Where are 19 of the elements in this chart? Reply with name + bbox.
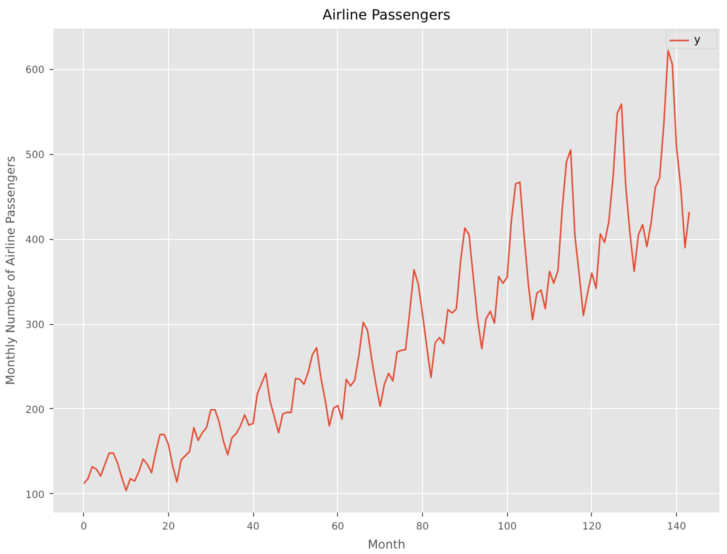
x-tick-label: 40 bbox=[246, 522, 260, 532]
x-axis-title: Month bbox=[368, 538, 406, 552]
y-axis-title: Monthly Number of Airline Passengers bbox=[3, 156, 18, 385]
x-tick-label: 20 bbox=[162, 522, 175, 532]
y-tick-label: 600 bbox=[25, 65, 45, 76]
y-tick-label: 500 bbox=[25, 150, 45, 162]
x-tick-label: 120 bbox=[582, 522, 602, 532]
y-tick-label: 100 bbox=[25, 490, 45, 501]
x-tick-label: 80 bbox=[416, 522, 429, 532]
legend-label: y bbox=[694, 33, 702, 46]
x-tick-label: 60 bbox=[331, 522, 344, 532]
y-tick-label: 300 bbox=[25, 320, 45, 332]
x-tick-label: 140 bbox=[666, 522, 686, 532]
line-series bbox=[83, 50, 690, 492]
chart-title: Airline Passengers bbox=[322, 8, 450, 24]
y-tick-label: 400 bbox=[25, 235, 45, 246]
x-tick-label: 100 bbox=[498, 522, 517, 532]
y-tick-label: 200 bbox=[25, 404, 45, 416]
x-tick-label: 0 bbox=[80, 522, 87, 532]
